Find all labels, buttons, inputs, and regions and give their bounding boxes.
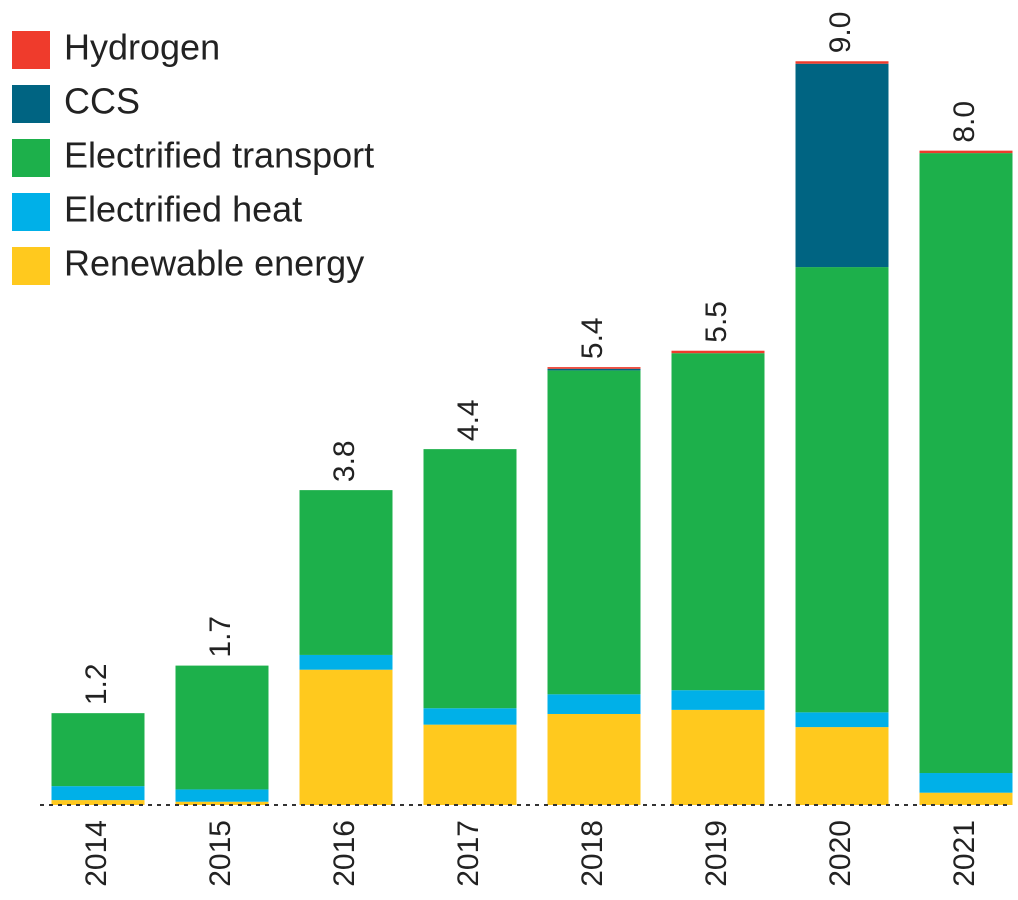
bar-segment bbox=[299, 490, 393, 655]
bar-segment bbox=[795, 63, 889, 268]
legend-swatch bbox=[12, 139, 50, 177]
legend-label: Electrified heat bbox=[64, 189, 302, 230]
bar-segment bbox=[795, 61, 889, 64]
legend-swatch bbox=[12, 31, 50, 69]
total-label: 8.0 bbox=[948, 101, 981, 143]
bar-segment bbox=[547, 713, 641, 805]
bar-segment bbox=[423, 708, 517, 725]
bar-segment bbox=[547, 694, 641, 714]
bar-segment bbox=[795, 727, 889, 805]
bar-segment bbox=[547, 368, 641, 371]
bar-segment bbox=[175, 665, 269, 790]
bar-segment bbox=[175, 801, 269, 805]
bar-segment bbox=[51, 713, 145, 787]
bar-segment bbox=[51, 800, 145, 805]
total-label: 9.0 bbox=[824, 12, 857, 54]
bar-segment bbox=[671, 350, 765, 354]
total-label: 1.2 bbox=[80, 663, 113, 705]
legend-label: Renewable energy bbox=[64, 243, 364, 284]
bar-segment bbox=[671, 709, 765, 805]
bar-segment bbox=[919, 773, 1013, 793]
total-label: 5.5 bbox=[700, 301, 733, 343]
bar-segment bbox=[299, 669, 393, 805]
x-tick-label: 2018 bbox=[576, 820, 609, 887]
x-tick-label: 2019 bbox=[700, 820, 733, 887]
bar-segment bbox=[299, 654, 393, 670]
bar-segment bbox=[919, 150, 1013, 154]
bar-segment bbox=[795, 267, 889, 713]
bar-segment bbox=[671, 353, 765, 691]
x-tick-label: 2016 bbox=[328, 820, 361, 887]
bar-segment bbox=[423, 724, 517, 805]
bar-segment bbox=[547, 367, 641, 369]
bar-segment bbox=[919, 153, 1013, 774]
x-tick-label: 2020 bbox=[824, 820, 857, 887]
legend-swatch bbox=[12, 247, 50, 285]
x-tick-label: 2021 bbox=[948, 820, 981, 887]
bar-segment bbox=[547, 370, 641, 695]
x-tick-label: 2017 bbox=[452, 820, 485, 887]
legend-label: Hydrogen bbox=[64, 27, 220, 68]
bar-segment bbox=[423, 449, 517, 709]
bar-segment bbox=[175, 789, 269, 802]
legend-label: Electrified transport bbox=[64, 135, 374, 176]
bar-segment bbox=[919, 792, 1013, 805]
bar-segment bbox=[671, 690, 765, 710]
total-label: 1.7 bbox=[204, 616, 237, 658]
legend-swatch bbox=[12, 85, 50, 123]
bar-segment bbox=[795, 712, 889, 728]
total-label: 5.4 bbox=[576, 317, 609, 359]
bar-segment bbox=[51, 786, 145, 801]
x-tick-label: 2015 bbox=[204, 820, 237, 887]
x-tick-label: 2014 bbox=[80, 820, 113, 887]
total-label: 4.4 bbox=[452, 399, 485, 441]
legend-swatch bbox=[12, 193, 50, 231]
legend-label: CCS bbox=[64, 81, 140, 122]
total-label: 3.8 bbox=[328, 440, 361, 482]
